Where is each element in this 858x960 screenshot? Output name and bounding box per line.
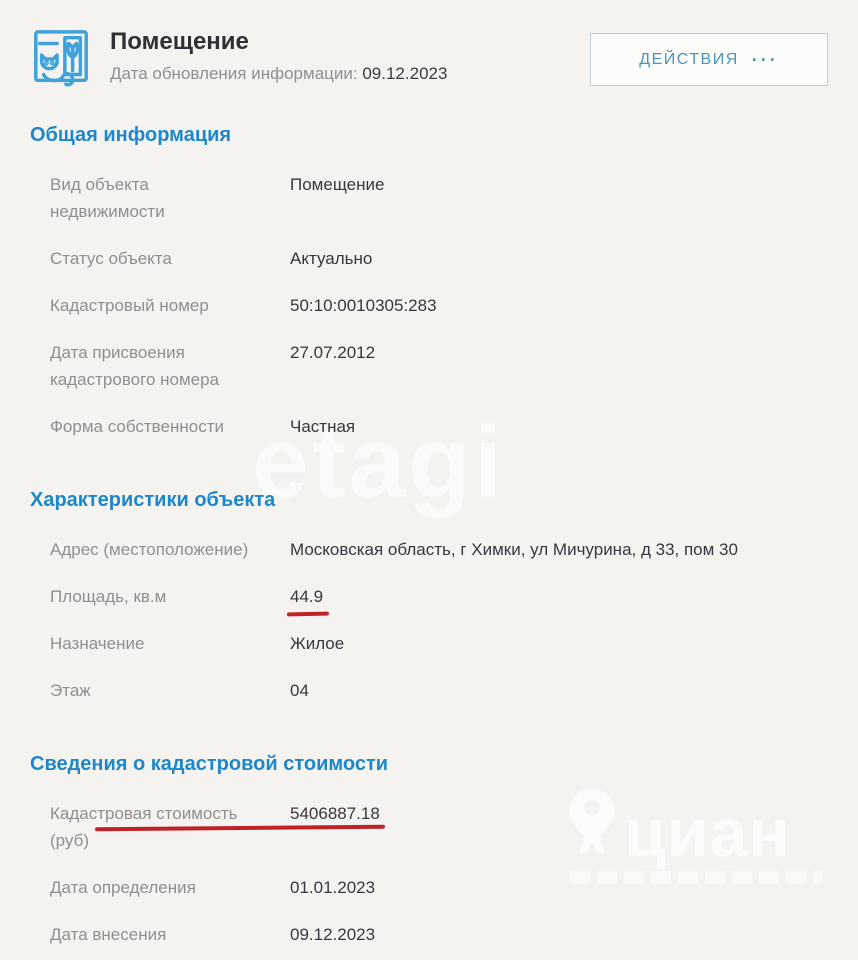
info-row: Кадастровая стоимость (руб) 5406887.18: [50, 800, 828, 854]
row-label: Дата присвоения кадастрового номера: [50, 343, 220, 389]
row-value: 5406887.18: [290, 800, 828, 854]
info-row: Адрес (местоположение) Московская область…: [50, 536, 828, 563]
info-row: Кадастровый номер 50:10:0010305:283: [50, 292, 828, 319]
info-section: Характеристики объекта Адрес (местоположе…: [30, 488, 828, 704]
section-title: Характеристики объекта: [30, 489, 276, 511]
row-value-text: Помещение: [290, 175, 385, 194]
info-row: Дата определения 01.01.2023: [50, 874, 828, 901]
row-label: Площадь, кв.м: [50, 587, 167, 606]
updated-label: Дата обновления информации:: [110, 64, 358, 83]
info-row: Статус объекта Актуально: [50, 245, 828, 272]
cian-watermark: циан: [566, 786, 822, 884]
section-title: Общая информация: [30, 124, 232, 146]
row-label: Адрес (местоположение): [50, 540, 249, 559]
row-value-text: Жилое: [290, 634, 345, 653]
row-value: 01.01.2023: [290, 874, 828, 901]
row-label: Дата определения: [50, 878, 196, 897]
row-value-text: Частная: [290, 417, 356, 436]
row-value-text: Актуально: [290, 249, 373, 268]
row-label: Статус объекта: [50, 249, 172, 268]
actions-button-label: ДЕЙСТВИЯ: [639, 50, 739, 68]
row-label: Назначение: [50, 634, 145, 653]
row-label: Кадастровый номер: [50, 296, 209, 315]
page-header: Помещение Дата обновления информации: 09…: [30, 28, 828, 90]
row-label: Этаж: [50, 681, 91, 700]
row-value: 09.12.2023: [290, 921, 828, 948]
row-value: 50:10:0010305:283: [290, 292, 828, 319]
actions-more-dots-icon: ···: [751, 49, 779, 70]
info-section: Общая информация Вид объекта недвижимости…: [30, 123, 828, 440]
info-row: Дата присвоения кадастрового номера 27.07…: [50, 339, 828, 393]
info-row: Дата внесения 09.12.2023: [50, 921, 828, 948]
row-value: 44.9: [290, 583, 828, 610]
row-label: Дата внесения: [50, 925, 167, 944]
info-row: Форма собственности Частная: [50, 413, 828, 440]
row-value: Жилое: [290, 630, 828, 657]
row-value-text: Московская область, г Химки, ул Мичурина…: [290, 540, 738, 559]
info-section: Сведения о кадастровой стоимости Кадастро…: [30, 752, 828, 948]
row-value-text: 09.12.2023: [290, 925, 376, 944]
section-title: Сведения о кадастровой стоимости: [30, 753, 389, 775]
row-value-text: 5406887.18: [290, 804, 380, 823]
row-value: Помещение: [290, 171, 828, 225]
row-value: 04: [290, 677, 828, 704]
info-row: Площадь, кв.м 44.9: [50, 583, 828, 610]
info-row: Назначение Жилое: [50, 630, 828, 657]
row-value-text: 04: [290, 681, 309, 700]
row-label: Вид объекта недвижимости: [50, 175, 165, 221]
info-row: Этаж 04: [50, 677, 828, 704]
row-value: 27.07.2012: [290, 339, 828, 393]
sections-container: Общая информация Вид объекта недвижимости…: [30, 123, 828, 948]
row-value: Актуально: [290, 245, 828, 272]
page-title: Помещение: [110, 28, 249, 55]
cian-watermark-text: циан: [624, 795, 791, 871]
row-value-text: 01.01.2023: [290, 878, 376, 897]
row-value-text: 44.9: [290, 583, 323, 610]
row-value: Московская область, г Химки, ул Мичурина…: [290, 536, 828, 563]
etagi-watermark: etagi: [252, 405, 506, 519]
row-value-text: 50:10:0010305:283: [290, 296, 437, 315]
premises-cat-window-icon: [30, 28, 92, 90]
updated-date: 09.12.2023: [362, 64, 448, 83]
row-label: Форма собственности: [50, 417, 224, 436]
row-value: Частная: [290, 413, 828, 440]
updated-info: Дата обновления информации: 09.12.2023: [110, 63, 447, 85]
cian-watermark-tagline: [570, 871, 822, 884]
cian-pin-icon: [566, 786, 618, 863]
row-label: Кадастровая стоимость (руб): [50, 804, 238, 850]
actions-button[interactable]: ДЕЙСТВИЯ ···: [590, 33, 828, 86]
row-value-text: 27.07.2012: [290, 343, 376, 362]
info-row: Вид объекта недвижимости Помещение: [50, 171, 828, 225]
